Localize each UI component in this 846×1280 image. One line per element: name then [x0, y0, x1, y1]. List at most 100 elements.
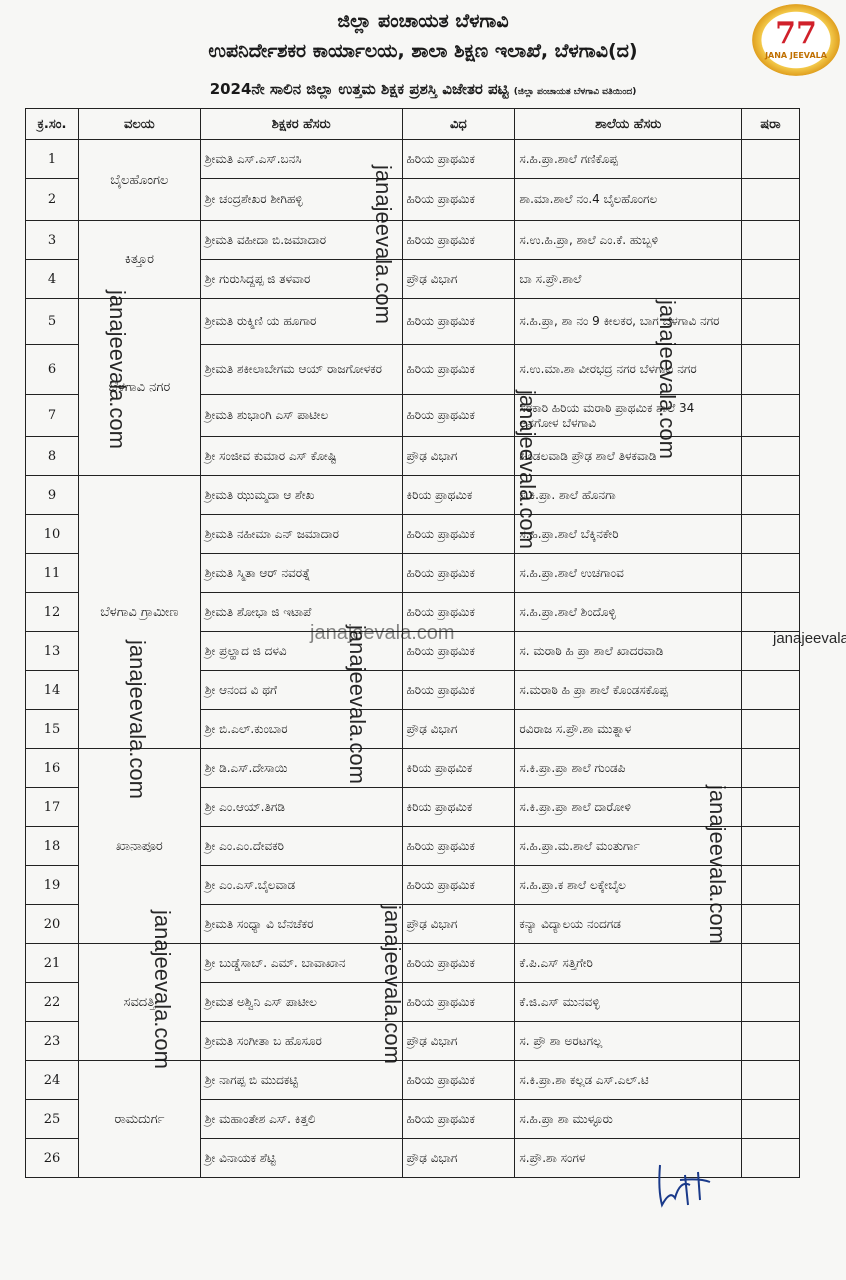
watermark: janajeevala.com: [125, 640, 150, 799]
school-category: ಪ್ರೌಢ ವಿಭಾಗ: [401, 709, 516, 749]
teacher-name: ಶ್ರೀ ಎಂ.ಆಯ್.ತಿಗಡಿ: [199, 787, 403, 827]
teacher-name: ಶ್ರೀಮತಿ ರುಕ್ಮಿಣಿ ಯ ಹೂಗಾರ: [199, 298, 403, 345]
table-row: 11 ಶ್ರೀಮತಿ ಸ್ಮಿತಾ ಆರ್ ನವರತ್ನೆ ಹಿರಿಯ ಪ್ರಾಥಮ…: [25, 553, 800, 593]
teacher-name: ಶ್ರೀ ಆನಂದ ವಿ ಥಗೆ: [199, 670, 403, 710]
header-district: ಜಿಲ್ಲಾ ಪಂಚಾಯತ ಬೆಳಗಾವಿ: [337, 10, 509, 32]
school-name: ಸ.ಹಿ.ಪ್ರಾ.ಕ ಶಾಲೆ ಲಕ್ಕೇಬೈಲ: [514, 865, 743, 905]
table-row: 9 ಬೆಳಗಾವಿ ಗ್ರಾಮೀಣ ಶ್ರೀಮತಿ ಝುಮ್ಮದಾ ಆ ಶೇಖ ಕಿರ…: [25, 475, 800, 749]
serial-number: 22: [25, 982, 79, 1022]
table-header-row: ಕ್ರ.ಸಂ. ವಲಯ ಶಿಕ್ಷಕರ ಹೆಸರು ವಿಧ ಶಾಲೆಯ ಹೆಸರು ಷರಾ: [25, 108, 800, 140]
table-row: 12 ಶ್ರೀಮತಿ ಶೋಭಾ ಜಿ ಇಟಾಪೆ ಹಿರಿಯ ಪ್ರಾಥಮಿಕ ಸ.ಹ…: [25, 592, 800, 632]
column-header: ಶಾಲೆಯ ಹೆಸರು: [514, 108, 743, 140]
table-row: 3 ಕಿತ್ತೂರ ಶ್ರೀಮತಿ ವಹೀದಾ ಬಿ.ಜಮಾದಾರ ಹಿರಿಯ ಪ್ರ…: [25, 220, 800, 299]
zone-name: ಸವದತ್ತಿ: [77, 943, 201, 1061]
school-category: ಹಿರಿಯ ಪ್ರಾಥಮಿಕ: [401, 1060, 516, 1100]
watermark: janajeevala.com: [773, 630, 846, 647]
teacher-name: ಶ್ರೀಮತಿ ಶೋಭಾ ಜಿ ಇಟಾಪೆ: [199, 592, 403, 632]
school-name: ಸ.ಹಿ.ಪ್ರಾ.ಶಾಲೆ ಬೆಕ್ಕಿನಕೇರಿ: [514, 514, 743, 554]
watermark: janajeevala.com: [345, 625, 370, 784]
school-name: ಸ.ಉ.ಹಿ.ಪ್ರಾ, ಶಾಲೆ ಎಂ.ಕೆ. ಹುಬ್ಬಳಿ: [514, 220, 743, 260]
title-note: (ಜಿಲ್ಲಾ ಪಂಚಾಯತ ಬೆಳಗಾವಿ ವತಿಯಿಂದ): [513, 87, 637, 97]
school-category: ಹಿರಿಯ ಪ್ರಾಥಮಿಕ: [401, 178, 516, 221]
table-row: 26 ಶ್ರೀ ವಿನಾಯಕ ಶೆಟ್ಟಿ ಪ್ರೌಢ ವಿಭಾಗ ಸ.ಪ್ರೌ.ಶಾ…: [25, 1138, 800, 1178]
remarks-cell: [741, 394, 800, 437]
school-name: ಸ.ಕಿ.ಪ್ರಾ. ಶಾಲೆ ಹೊನಗಾ: [514, 475, 743, 515]
zone-name: ಬೆಳಗಾವಿ ಗ್ರಾಮೀಣ: [77, 475, 201, 749]
watermark: janajeevala.com: [371, 165, 396, 324]
remarks-cell: [741, 1060, 800, 1100]
school-category: ಹಿರಿಯ ಪ್ರಾಥಮಿಕ: [401, 139, 516, 179]
teacher-name: ಶ್ರೀಮತ ಅಶ್ವಿನಿ ಎಸ್ ಪಾಟೀಲ: [199, 982, 403, 1022]
school-name: ಸ.ಮರಾಠಿ ಹಿ ಪ್ರಾ ಶಾಲೆ ಕೊಂಡಸಕೊಪ್ಪ: [514, 670, 743, 710]
school-category: ಹಿರಿಯ ಪ್ರಾಥಮಿಕ: [401, 592, 516, 632]
table-row: 16 ಖಾನಾಪೂರ ಶ್ರೀ ಡಿ.ಎಸ್.ದೇಸಾಯಿ ಕಿರಿಯ ಪ್ರಾಥಮಿ…: [25, 748, 800, 944]
table-row: 23 ಶ್ರೀಮತಿ ಸಂಗೀತಾ ಬ ಹೊಸೂರ ಪ್ರೌಢ ವಿಭಾಗ ಸ. ಪ್…: [25, 1021, 800, 1061]
remarks-cell: [741, 826, 800, 866]
school-name: ಸ.ಹಿ.ಪ್ರಾ.ಶಾಲೆ ಶಿಂದೊಳ್ಳಿ: [514, 592, 743, 632]
serial-number: 3: [25, 220, 79, 260]
school-category: ಪ್ರೌಢ ವಿಭಾಗ: [401, 1138, 516, 1178]
zone-name: ಬೈಲಹೊಂಗಲ: [77, 139, 201, 221]
school-name: ರವಿರಾಜ ಸ.ಪ್ರೌ.ಶಾ ಮುತ್ನಾಳ: [514, 709, 743, 749]
signature: [658, 1164, 711, 1208]
school-name: ಸ.ಕಿ.ಪ್ರಾ.ಪ್ರಾ ಶಾಲೆ ದಾರೋಳಿ: [514, 787, 743, 827]
title-text: 2024ನೇ ಸಾಲಿನ ಜಿಲ್ಲಾ ಉತ್ತಮ ಶಿಕ್ಷಕ ಪ್ರಶಸ್ತ…: [209, 80, 509, 98]
school-category: ಹಿರಿಯ ಪ್ರಾಥಮಿಕ: [401, 394, 516, 437]
remarks-cell: [741, 865, 800, 905]
watermark: janajeevala.com: [515, 390, 540, 549]
column-header: ವಲಯ: [77, 108, 201, 140]
school-name: ಸ.ಕಿ.ಪ್ರಾ.ಪ್ರಾ ಶಾಲೆ ಗುಂಡಪಿ: [514, 748, 743, 788]
zone-name: ಖಾನಾಪೂರ: [77, 748, 201, 944]
school-name: ಕೆ.ಪಿ.ಎಸ್ ಸತ್ತಿಗೇರಿ: [514, 943, 743, 983]
school-category: ಹಿರಿಯ ಪ್ರಾಥಮಿಕ: [401, 553, 516, 593]
table-row: 4 ಶ್ರೀ ಗುರುಸಿದ್ದಪ್ಪ ಜಿ ತಳವಾರ ಪ್ರೌಢ ವಿಭಾಗ ಬಾ…: [25, 259, 800, 299]
remarks-cell: [741, 1099, 800, 1139]
serial-number: 7: [25, 394, 79, 437]
serial-number: 21: [25, 943, 79, 983]
watermark: janajeevala.com: [655, 300, 680, 459]
table-row: 25 ಶ್ರೀ ಮಹಾಂತೇಶ ಎಸ್. ಕಿತ್ತಲಿ ಹಿರಿಯ ಪ್ರಾಥಮಿ…: [25, 1099, 800, 1139]
remarks-cell: [741, 344, 800, 395]
remarks-cell: [741, 220, 800, 260]
teacher-name: ಶ್ರೀ ಪ್ರಲ್ಹಾದ ಜಿ ದಳವಿ: [199, 631, 403, 671]
remarks-cell: [741, 475, 800, 515]
school-category: ಪ್ರೌಢ ವಿಭಾಗ: [401, 1021, 516, 1061]
table-row: 7 ಶ್ರೀಮತಿ ಶುಭಾಂಗಿ ಎಸ್ ಪಾಟೀಲ ಹಿರಿಯ ಪ್ರಾಥಮಿಕ…: [25, 394, 800, 437]
remarks-cell: [741, 178, 800, 221]
table-row: 19 ಶ್ರೀ ಎಂ.ಎಸ್.ಬೈಲವಾಡ ಹಿರಿಯ ಪ್ರಾಥಮಿಕ ಸ.ಹಿ.ಪ…: [25, 865, 800, 905]
zone-name: ಬೆಳಗಾವಿ ನಗರ: [77, 298, 201, 476]
serial-number: 1: [25, 139, 79, 179]
serial-number: 16: [25, 748, 79, 788]
school-name: ಸ.ಹಿ.ಪ್ರಾ.ಶಾಲೆ ಗಣಿಕೊಪ್ಪ: [514, 139, 743, 179]
teacher-name: ಶ್ರೀಮತಿ ಸಂಗೀತಾ ಬ ಹೊಸೂರ: [199, 1021, 403, 1061]
teacher-name: ಶ್ರೀ ಮಹಾಂತೇಶ ಎಸ್. ಕಿತ್ತಲಿ: [199, 1099, 403, 1139]
remarks-cell: [741, 553, 800, 593]
column-header: ಶಿಕ್ಷಕರ ಹೆಸರು: [199, 108, 403, 140]
remarks-cell: [741, 298, 800, 345]
school-category: ಪ್ರೌಢ ವಿಭಾಗ: [401, 259, 516, 299]
school-category: ಕಿರಿಯ ಪ್ರಾಥಮಿಕ: [401, 475, 516, 515]
school-name: ಕೆ.ಜಿ.ಎಸ್ ಮುನವಳ್ಳಿ: [514, 982, 743, 1022]
remarks-cell: [741, 787, 800, 827]
serial-number: 23: [25, 1021, 79, 1061]
watermark: janajeevala.com: [310, 622, 455, 644]
school-category: ಹಿರಿಯ ಪ್ರಾಥಮಿಕ: [401, 1099, 516, 1139]
serial-number: 11: [25, 553, 79, 593]
serial-number: 14: [25, 670, 79, 710]
school-name: ಸ.ಹಿ.ಪ್ರಾ.ಶಾಲೆ ಉಚಗಾಂವ: [514, 553, 743, 593]
column-header: ಕ್ರ.ಸಂ.: [25, 108, 79, 140]
serial-number: 4: [25, 259, 79, 299]
teacher-name: ಶ್ರೀ ಬಿ.ಎಲ್.ಕುಂಬಾರ: [199, 709, 403, 749]
serial-number: 25: [25, 1099, 79, 1139]
school-name: ಸ. ಮರಾಠಿ ಹಿ ಪ್ರಾ ಶಾಲೆ ಖಾದರವಾಡಿ: [514, 631, 743, 671]
remarks-cell: [741, 904, 800, 944]
serial-number: 15: [25, 709, 79, 749]
serial-number: 9: [25, 475, 79, 515]
serial-number: 19: [25, 865, 79, 905]
school-category: ಹಿರಿಯ ಪ್ರಾಥಮಿಕ: [401, 826, 516, 866]
serial-number: 17: [25, 787, 79, 827]
school-name: ಹಿಂಡಲವಾಡಿ ಪ್ರೌಢ ಶಾಲೆ ತಿಳಕವಾಡಿ: [514, 436, 743, 476]
school-name: ಸ.ಹಿ.ಪ್ರಾ.ಮ.ಶಾಲೆ ಮಂತುರ್ಗಾ: [514, 826, 743, 866]
school-category: ಪ್ರೌಢ ವಿಭಾಗ: [401, 904, 516, 944]
teacher-name: ಶ್ರೀ ವಿನಾಯಕ ಶೆಟ್ಟಿ: [199, 1138, 403, 1178]
